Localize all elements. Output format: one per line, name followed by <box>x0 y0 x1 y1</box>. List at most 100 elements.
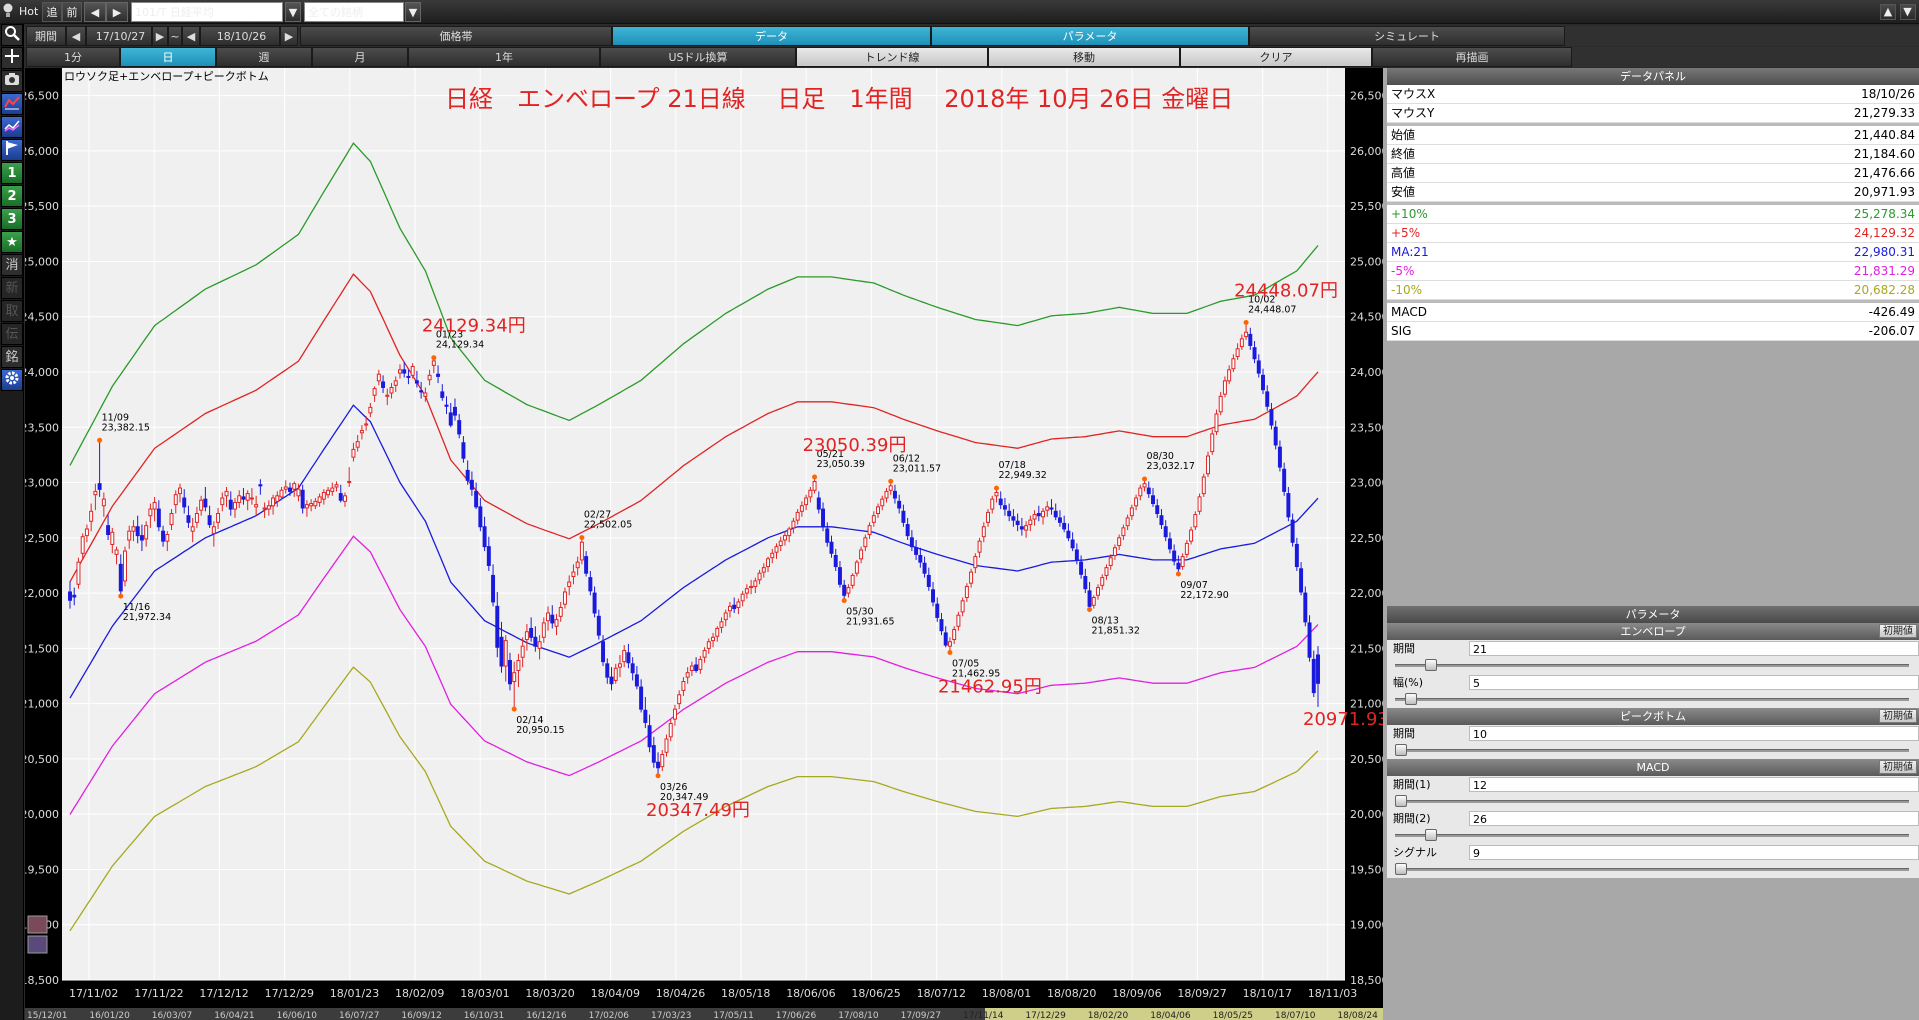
tab-simulate[interactable]: シミュレート <box>1249 26 1565 46</box>
tab-weekly[interactable]: 週 <box>216 47 312 67</box>
back-arrow-icon[interactable]: ◀ <box>84 2 106 22</box>
filter-dropdown-icon[interactable]: ▼ <box>405 2 421 22</box>
slider-track[interactable] <box>1395 698 1909 701</box>
line-chart-icon[interactable] <box>1 116 23 138</box>
date-to-input[interactable]: 18/10/26 <box>200 26 280 46</box>
slider-track[interactable] <box>1395 749 1909 752</box>
symbol-dropdown-icon[interactable]: ▼ <box>285 2 301 22</box>
candle-body <box>228 499 233 510</box>
candle-body <box>812 480 817 491</box>
candle-body <box>1235 348 1240 358</box>
flag-icon[interactable] <box>1 139 23 161</box>
filter-select[interactable]: 全ての銘柄 <box>304 2 404 22</box>
slider-thumb[interactable] <box>1425 829 1437 841</box>
line-toggle-icon <box>27 935 48 954</box>
tab-redraw[interactable]: 再描画 <box>1372 47 1572 67</box>
slider-thumb[interactable] <box>1395 744 1407 756</box>
preset-3-button[interactable]: 3 <box>1 208 23 230</box>
candle-body <box>1244 331 1249 338</box>
peak-big-label: 24129.34円 <box>422 316 526 337</box>
tab-daily[interactable]: 日 <box>120 47 216 67</box>
candle-body <box>1316 654 1320 684</box>
period-navigator[interactable]: 15/12/01 16/01/20 16/03/07 16/04/21 16/06/10… <box>25 1008 1383 1020</box>
tab-usd-conversion[interactable]: USドル換算 <box>600 47 796 67</box>
price-chart[interactable]: 15/12/01 16/01/20 16/03/07 16/04/21 16/06/10… <box>25 68 1383 1020</box>
reset-button[interactable]: 初期値 <box>1879 709 1917 723</box>
prev-button[interactable]: 前 <box>62 2 82 22</box>
preset-2-button[interactable]: 2 <box>1 185 23 207</box>
date-next-icon[interactable]: ▶ <box>152 26 168 46</box>
candle-body <box>931 589 936 603</box>
preset-1-button[interactable]: 1 <box>1 162 23 184</box>
peak-date-label: 05/30 <box>846 607 873 618</box>
x-tick-label: 17/11/22 <box>134 987 183 1000</box>
candle-body <box>626 652 631 664</box>
parameter-slider[interactable] <box>1387 742 1919 759</box>
parameter-value-input[interactable]: 9 <box>1469 845 1919 860</box>
search-icon[interactable] <box>1 24 23 46</box>
y-tick-label-left: 23,500 <box>25 421 59 434</box>
reset-button[interactable]: 初期値 <box>1879 624 1917 638</box>
follow-button[interactable]: 追 <box>42 2 62 22</box>
minimize-icon[interactable]: ▲ <box>1880 4 1896 20</box>
candle-body <box>977 540 982 553</box>
slider-thumb[interactable] <box>1405 693 1417 705</box>
parameter-value-input[interactable]: 21 <box>1469 641 1919 656</box>
reset-button[interactable]: 初期値 <box>1879 760 1917 774</box>
candle-chart-icon[interactable] <box>1 93 23 115</box>
slider-thumb[interactable] <box>1395 795 1407 807</box>
date-prev-icon[interactable]: ◀ <box>66 26 86 46</box>
tab-1min[interactable]: 1分 <box>26 47 120 67</box>
y-tick-label-left: 24,000 <box>25 366 59 379</box>
slider-thumb[interactable] <box>1425 659 1437 671</box>
date-to-prev-icon[interactable]: ◀ <box>182 26 200 46</box>
tab-trend-line[interactable]: トレンド線 <box>796 47 988 67</box>
camera-icon[interactable] <box>1 70 23 92</box>
parameter-slider[interactable] <box>1387 861 1919 878</box>
plus-icon[interactable] <box>1 47 23 69</box>
tab-price-band[interactable]: 価格帯 <box>300 26 612 46</box>
forward-arrow-icon[interactable]: ▶ <box>106 2 128 22</box>
slider-thumb[interactable] <box>1395 863 1407 875</box>
slider-track[interactable] <box>1395 868 1909 871</box>
tab-monthly[interactable]: 月 <box>312 47 408 67</box>
candle-body <box>1028 519 1033 526</box>
tab-clear[interactable]: クリア <box>1180 47 1372 67</box>
gear-icon[interactable] <box>1 369 23 391</box>
date-to-next-icon[interactable]: ▶ <box>280 26 298 46</box>
tab-data[interactable]: データ <box>612 26 931 46</box>
slider-track[interactable] <box>1395 800 1909 803</box>
candle-body <box>503 640 508 667</box>
parameter-slider[interactable] <box>1387 691 1919 708</box>
bulb-icon[interactable] <box>2 2 14 22</box>
slider-track[interactable] <box>1395 664 1909 667</box>
grid-lines <box>62 68 1345 981</box>
maximize-icon[interactable]: ▼ <box>1899 4 1916 20</box>
tab-move[interactable]: 移動 <box>988 47 1180 67</box>
stock-button[interactable]: 銘 <box>1 346 23 368</box>
delete-button[interactable]: 消 <box>1 254 23 276</box>
parameter-value-input[interactable]: 5 <box>1469 675 1919 690</box>
candle-body <box>922 562 927 574</box>
parameter-slider[interactable] <box>1387 793 1919 810</box>
date-from-input[interactable]: 17/10/27 <box>86 26 152 46</box>
data-panel-row: -5% 21,831.29 <box>1387 262 1919 281</box>
parameter-slider[interactable] <box>1387 827 1919 844</box>
candle-body <box>89 510 94 522</box>
parameter-value-input[interactable]: 10 <box>1469 726 1919 741</box>
symbol-input[interactable]: 101/T 日経平均 <box>131 2 283 22</box>
slider-track[interactable] <box>1395 834 1909 837</box>
candle-body <box>186 515 191 523</box>
y-tick-label-right: 22,500 <box>1350 532 1383 545</box>
candle-toggle-icon <box>27 915 48 934</box>
chart-svg[interactable]: 15/12/01 16/01/20 16/03/07 16/04/21 16/06/10… <box>25 68 1383 1020</box>
parameter-slider[interactable] <box>1387 657 1919 674</box>
parameter-value-input[interactable]: 12 <box>1469 777 1919 792</box>
hot-button[interactable]: Hot <box>19 5 39 18</box>
tab-1year[interactable]: 1年 <box>408 47 600 67</box>
parameter-value-input[interactable]: 26 <box>1469 811 1919 826</box>
star-icon[interactable]: ★ <box>1 231 23 253</box>
peak-date-label: 06/12 <box>893 453 920 464</box>
tab-parameter[interactable]: パラメータ <box>931 26 1249 46</box>
candle-body <box>1007 510 1012 517</box>
